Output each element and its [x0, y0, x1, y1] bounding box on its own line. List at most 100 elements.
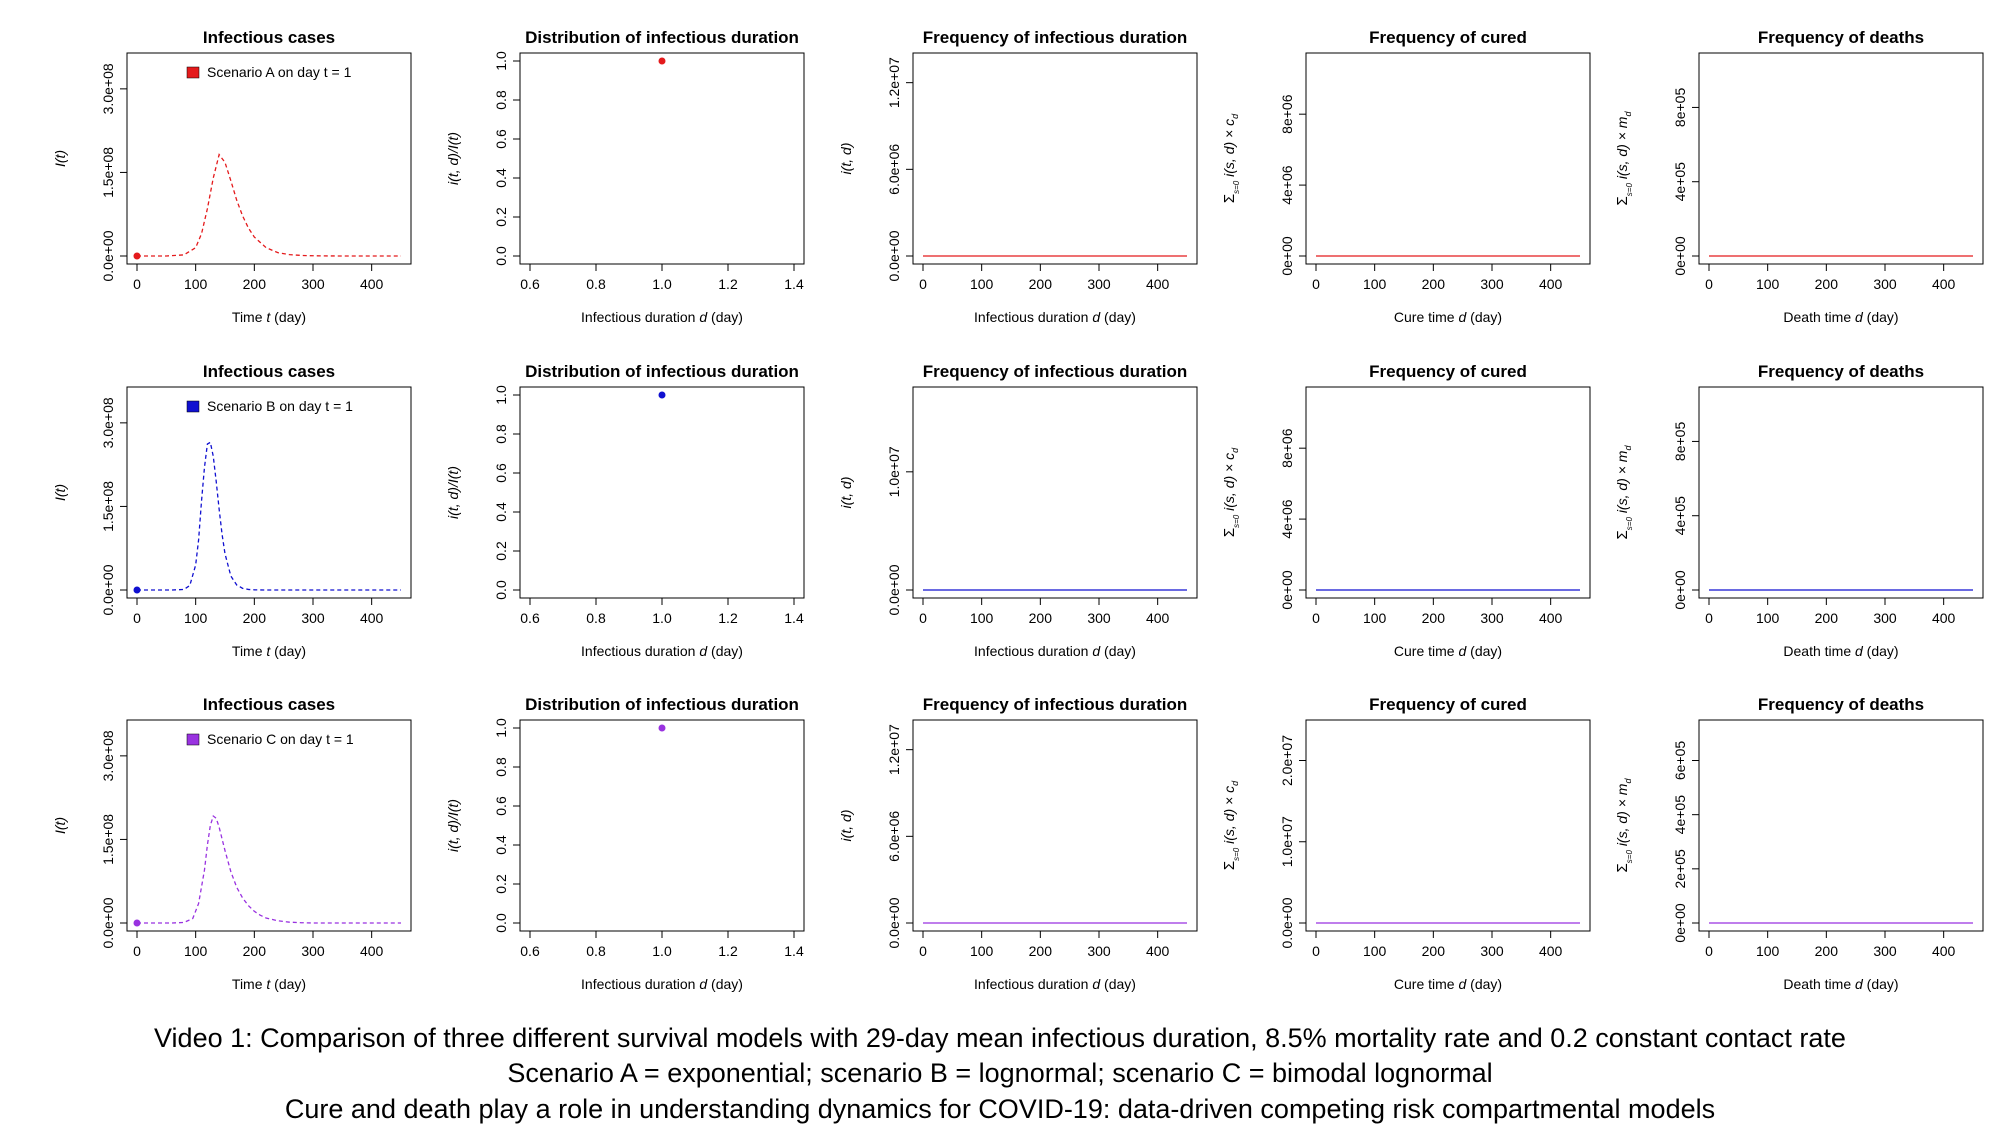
x-tick-label: 400	[360, 610, 384, 626]
caption-line-1: Video 1: Comparison of three different s…	[154, 1023, 1846, 1053]
x-axis-label: Infectious duration d (day)	[974, 976, 1136, 992]
x-tick-label: 200	[1422, 610, 1446, 626]
y-tick-label: 6.0e+06	[886, 811, 902, 862]
x-tick-label: 200	[1422, 276, 1446, 292]
plot-frame	[912, 386, 1198, 599]
y-tick-label: 0.4	[493, 502, 509, 522]
panel-C-distribution: Distribution of infectious duration 0.6 0.…	[445, 695, 805, 992]
x-tick-label: 1.2	[718, 276, 738, 292]
y-tick-label-group: 0.0e+00	[886, 564, 902, 615]
y-axis-label: i(t, d)	[838, 143, 854, 175]
x-tick-label: 300	[1873, 610, 1897, 626]
plot-frame	[1305, 386, 1591, 599]
x-tick-label: 0	[1312, 276, 1320, 292]
y-tick-label-group: 0e+00	[1672, 903, 1688, 943]
y-tick-label-group: 8e+06	[1279, 428, 1295, 468]
data-point	[658, 391, 666, 399]
data-point	[658, 57, 666, 65]
x-tick-label: 0	[1312, 610, 1320, 626]
y-tick-label: 1.5e+08	[100, 481, 116, 532]
panel-C-frequency-deaths: Frequency of deaths 0 100 200 300 400 0e+00 2e+…	[1614, 695, 1984, 992]
x-tick-label: 1.4	[784, 943, 804, 959]
caption-line-2: Scenario A = exponential; scenario B = l…	[507, 1058, 1493, 1088]
plot-frame	[126, 719, 412, 932]
y-tick-label: 0.0e+00	[100, 897, 116, 948]
panel-B-frequency-duration: Frequency of infectious duration 0 100 200 3…	[838, 362, 1198, 659]
x-tick-label: 100	[184, 943, 208, 959]
x-tick-label: 200	[243, 276, 267, 292]
x-tick-label: 100	[1756, 943, 1780, 959]
x-tick-label: 300	[301, 943, 325, 959]
x-tick-label: 200	[1815, 943, 1839, 959]
y-tick-label: 0.2	[493, 541, 509, 561]
y-tick-label: 1.0	[493, 718, 509, 738]
y-tick-label: 1.2e+07	[886, 724, 902, 775]
y-axis-label: i(t, d)	[838, 810, 854, 842]
chart-title: Frequency of deaths	[1758, 695, 1924, 714]
x-tick-label: 400	[1146, 276, 1170, 292]
y-tick-label-group: 0.6	[493, 463, 509, 483]
y-tick-label: 0e+00	[1279, 570, 1295, 610]
y-tick-label: 1.0	[493, 385, 509, 405]
plot-frame	[1698, 52, 1984, 265]
x-tick-label: 0.8	[586, 943, 606, 959]
x-tick-label: 200	[1029, 943, 1053, 959]
y-tick-label-group: 1.0e+07	[1279, 816, 1295, 867]
x-tick-label: 200	[1815, 610, 1839, 626]
y-tick-label-group: 1.0e+07	[886, 446, 902, 497]
y-axis-label-text: i(t, d)/I(t)	[445, 466, 461, 519]
y-tick-label-group: 1.5e+08	[100, 147, 116, 198]
x-tick-label: 100	[184, 276, 208, 292]
y-tick-label-group: 1.5e+08	[100, 814, 116, 865]
chart-title: Frequency of deaths	[1758, 362, 1924, 381]
y-axis-label: I(t)	[52, 817, 68, 834]
x-tick-label: 0	[133, 943, 141, 959]
x-tick-label: 300	[1087, 610, 1111, 626]
y-tick-label: 3.0e+08	[100, 63, 116, 114]
y-axis-label-text: Σs=0 i(s, d) × cd	[1221, 113, 1241, 203]
y-tick-label-group: 8e+05	[1672, 422, 1688, 462]
x-axis-label: Infectious duration d (day)	[974, 309, 1136, 325]
y-tick-label-group: 0.0	[493, 580, 509, 600]
x-axis-label: Death time d (day)	[1783, 976, 1898, 992]
y-tick-label-group: 0.0e+00	[1279, 897, 1295, 948]
x-tick-label: 0	[919, 610, 927, 626]
y-tick-label-group: 8e+06	[1279, 94, 1295, 134]
y-tick-label: 4e+06	[1279, 165, 1295, 205]
chart-title: Frequency of cured	[1369, 362, 1527, 381]
plot-frame	[519, 719, 805, 932]
panel-B-frequency-deaths: Frequency of deaths 0 100 200 300 400 0e+00 4e+…	[1614, 362, 1984, 659]
data-point	[133, 252, 141, 260]
x-axis-label: Cure time d (day)	[1394, 309, 1502, 325]
x-tick-label: 400	[360, 276, 384, 292]
plot-frame	[1698, 386, 1984, 599]
plot-frame	[1305, 719, 1591, 932]
plot-frame	[1698, 719, 1984, 932]
y-tick-label-group: 1.2e+07	[886, 57, 902, 108]
y-axis-label: I(t)	[52, 484, 68, 501]
legend-label: Scenario A on day t = 1	[207, 64, 352, 80]
legend-label: Scenario C on day t = 1	[207, 731, 354, 747]
y-tick-label: 0.6	[493, 796, 509, 816]
y-axis-label: i(t, d)/I(t)	[445, 466, 461, 519]
y-tick-label: 0e+00	[1672, 236, 1688, 276]
x-axis-label: Death time d (day)	[1783, 643, 1898, 659]
chart-title: Frequency of infectious duration	[923, 362, 1187, 381]
x-tick-label: 0.6	[520, 610, 540, 626]
x-tick-label: 400	[1932, 610, 1956, 626]
y-axis-label: i(t, d)/I(t)	[445, 799, 461, 852]
x-axis-label: Time t (day)	[232, 643, 306, 659]
y-tick-label-group: 0.8	[493, 90, 509, 110]
panel-A-infectious: Infectious cases 0 100 200 300 400 0.0e+00 1.5e…	[52, 28, 412, 325]
y-tick-label-group: 0e+00	[1279, 570, 1295, 610]
x-tick-label: 300	[1480, 943, 1504, 959]
panel-A-distribution: Distribution of infectious duration 0.6 0.…	[445, 28, 805, 325]
chart-title: Frequency of infectious duration	[923, 695, 1187, 714]
plot-frame	[1305, 52, 1591, 265]
x-axis-label: Time t (day)	[232, 976, 306, 992]
y-tick-label: 1.2e+07	[886, 57, 902, 108]
plot-frame	[126, 386, 412, 599]
y-tick-label-group: 0.6	[493, 129, 509, 149]
y-tick-label-group: 3.0e+08	[100, 730, 116, 781]
y-tick-label: 0.8	[493, 424, 509, 444]
